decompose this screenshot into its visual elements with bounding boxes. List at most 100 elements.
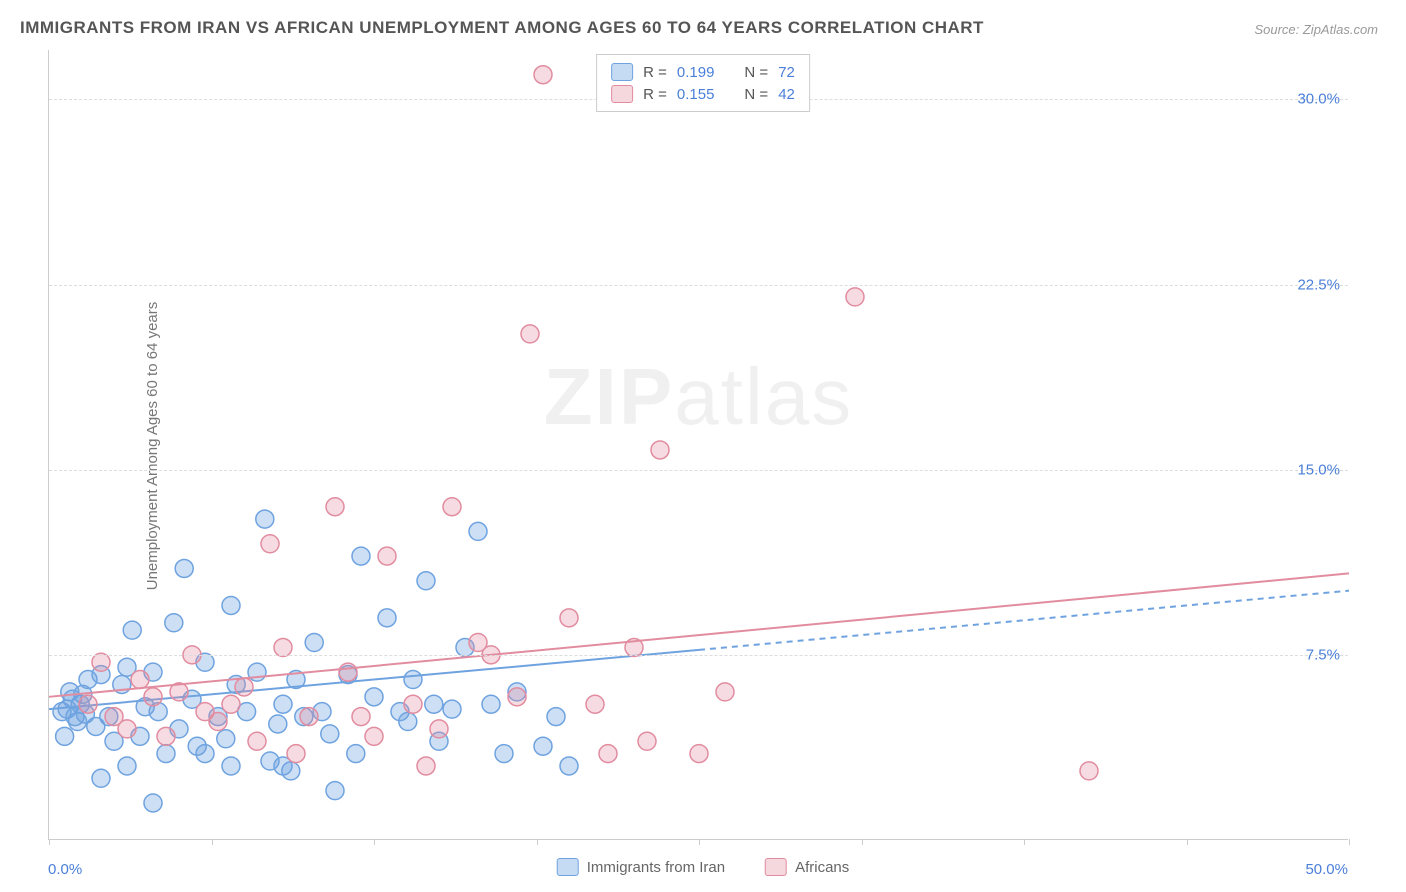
scatter-point	[118, 757, 136, 775]
scatter-point	[305, 634, 323, 652]
n-value: 72	[778, 64, 795, 81]
scatter-point	[404, 695, 422, 713]
n-label: N =	[744, 86, 768, 103]
scatter-point	[417, 572, 435, 590]
scatter-point	[123, 621, 141, 639]
legend-swatch	[765, 858, 787, 876]
scatter-point	[508, 688, 526, 706]
scatter-point	[482, 695, 500, 713]
series-legend-item: Immigrants from Iran	[557, 858, 725, 876]
scatter-point	[196, 745, 214, 763]
scatter-point	[217, 730, 235, 748]
r-value: 0.155	[677, 86, 715, 103]
scatter-point	[443, 700, 461, 718]
scatter-point	[547, 708, 565, 726]
scatter-point	[92, 769, 110, 787]
scatter-point	[534, 737, 552, 755]
horizontal-gridline	[49, 285, 1348, 286]
scatter-point	[651, 441, 669, 459]
scatter-point	[321, 725, 339, 743]
x-axis-tick-mark	[862, 839, 863, 845]
scatter-point	[248, 732, 266, 750]
scatter-point	[144, 794, 162, 812]
regression-line-extrapolated	[699, 591, 1349, 650]
scatter-point	[378, 547, 396, 565]
scatter-point	[690, 745, 708, 763]
y-axis-tick: 30.0%	[1297, 91, 1340, 108]
scatter-point	[269, 715, 287, 733]
r-label: R =	[643, 64, 667, 81]
x-axis-tick-mark	[49, 839, 50, 845]
scatter-point	[560, 757, 578, 775]
y-axis-tick: 22.5%	[1297, 276, 1340, 293]
scatter-point	[430, 720, 448, 738]
scatter-point	[365, 688, 383, 706]
scatter-point	[157, 745, 175, 763]
series-legend-label: Immigrants from Iran	[587, 859, 725, 876]
scatter-point	[118, 720, 136, 738]
correlation-legend: R = 0.199 N = 72 R = 0.155 N = 42	[596, 54, 810, 112]
scatter-point	[417, 757, 435, 775]
scatter-point	[222, 596, 240, 614]
y-axis-tick: 7.5%	[1306, 646, 1340, 663]
scatter-point	[79, 695, 97, 713]
scatter-point	[157, 727, 175, 745]
scatter-point	[222, 695, 240, 713]
scatter-point	[365, 727, 383, 745]
scatter-point	[274, 638, 292, 656]
scatter-point	[534, 66, 552, 84]
scatter-point	[175, 559, 193, 577]
x-axis-tick-max: 50.0%	[1305, 861, 1348, 878]
scatter-point	[352, 708, 370, 726]
plot-svg	[49, 50, 1349, 840]
x-axis-tick-mark	[1024, 839, 1025, 845]
scatter-point	[425, 695, 443, 713]
series-legend-item: Africans	[765, 858, 849, 876]
horizontal-gridline	[49, 470, 1348, 471]
x-axis-tick-mark	[537, 839, 538, 845]
correlation-legend-row: R = 0.155 N = 42	[611, 83, 795, 105]
n-value: 42	[778, 86, 795, 103]
scatter-point	[638, 732, 656, 750]
source-attribution: Source: ZipAtlas.com	[1254, 22, 1378, 37]
r-label: R =	[643, 86, 667, 103]
scatter-point	[274, 695, 292, 713]
scatter-point	[326, 498, 344, 516]
x-axis-tick-mark	[699, 839, 700, 845]
scatter-point	[326, 782, 344, 800]
scatter-point	[92, 653, 110, 671]
series-legend-label: Africans	[795, 859, 849, 876]
x-axis-tick-mark	[212, 839, 213, 845]
scatter-point	[599, 745, 617, 763]
x-axis-tick-mark	[1187, 839, 1188, 845]
chart-title: IMMIGRANTS FROM IRAN VS AFRICAN UNEMPLOY…	[20, 18, 984, 38]
scatter-point	[131, 671, 149, 689]
scatter-point	[378, 609, 396, 627]
scatter-point	[586, 695, 604, 713]
scatter-point	[209, 713, 227, 731]
scatter-point	[521, 325, 539, 343]
r-value: 0.199	[677, 64, 715, 81]
scatter-point	[352, 547, 370, 565]
x-axis-tick-min: 0.0%	[48, 861, 82, 878]
scatter-point	[846, 288, 864, 306]
scatter-point	[347, 745, 365, 763]
scatter-point	[222, 757, 240, 775]
scatter-point	[261, 535, 279, 553]
scatter-point	[144, 688, 162, 706]
regression-line	[49, 573, 1349, 696]
scatter-point	[469, 522, 487, 540]
scatter-point	[1080, 762, 1098, 780]
legend-swatch	[611, 85, 633, 103]
scatter-point	[339, 663, 357, 681]
scatter-point	[495, 745, 513, 763]
scatter-point	[300, 708, 318, 726]
scatter-point	[443, 498, 461, 516]
scatter-point	[56, 727, 74, 745]
scatter-point	[716, 683, 734, 701]
legend-swatch	[557, 858, 579, 876]
scatter-point	[404, 671, 422, 689]
legend-swatch	[611, 63, 633, 81]
scatter-point	[560, 609, 578, 627]
scatter-point	[256, 510, 274, 528]
